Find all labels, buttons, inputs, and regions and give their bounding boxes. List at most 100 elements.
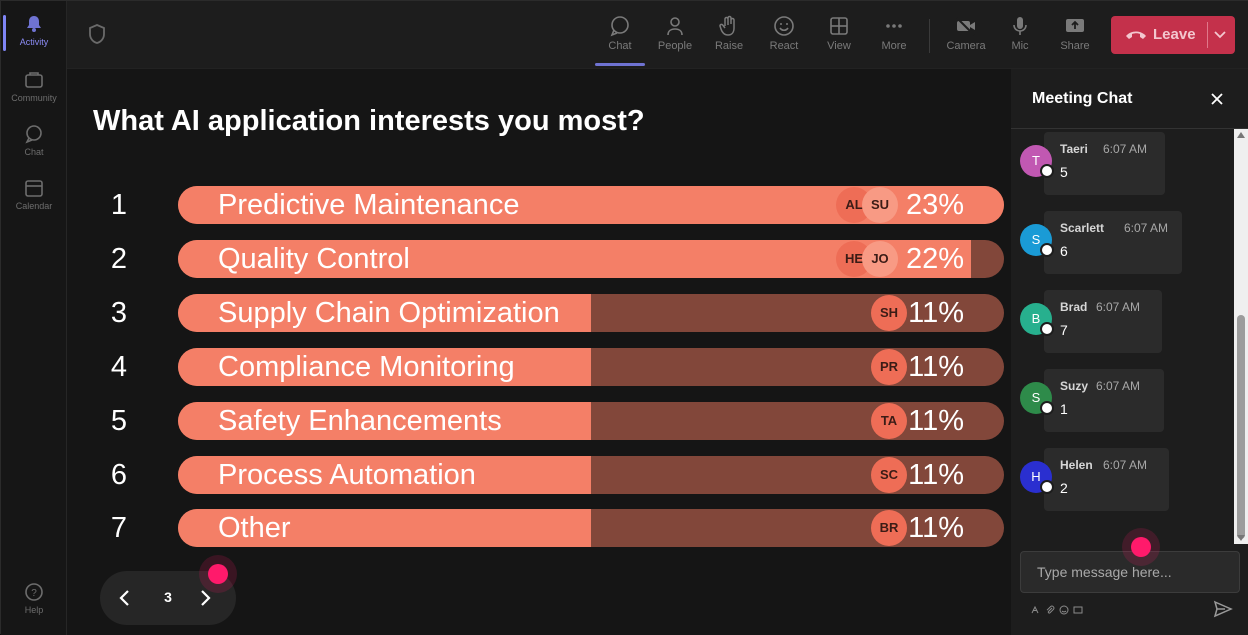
poll-stage: What AI application interests you most? … — [67, 69, 1011, 635]
leave-button[interactable]: Leave — [1111, 16, 1235, 54]
poll-option-row: 2 Quality Control HE JO 22% — [67, 240, 1011, 278]
result-bar: Predictive Maintenance AL SU 23% — [178, 186, 1004, 224]
mic-button[interactable]: Mic — [993, 9, 1047, 65]
sender-name: Helen — [1060, 458, 1093, 472]
more-button[interactable]: More — [867, 9, 921, 65]
chat-button[interactable]: Chat — [593, 9, 647, 66]
voter-avatar: SH — [871, 295, 907, 331]
camera-button[interactable]: Camera — [939, 9, 993, 65]
avatar: S — [1020, 382, 1054, 415]
scroll-thumb[interactable] — [1237, 315, 1245, 539]
smiley-icon — [774, 16, 794, 36]
rail-item-community[interactable]: Community — [1, 63, 67, 117]
chevron-down-icon[interactable] — [1214, 31, 1226, 39]
rail-label-activity: Activity — [19, 37, 49, 47]
close-icon[interactable] — [1207, 89, 1227, 109]
chevron-left-icon[interactable] — [112, 585, 138, 611]
view-button[interactable]: View — [812, 9, 866, 65]
rail-item-chat[interactable]: Chat — [1, 117, 67, 171]
format-icon[interactable] — [1031, 605, 1041, 615]
calendar-icon — [25, 180, 43, 197]
avatar: S — [1020, 224, 1054, 257]
chat-message[interactable]: S Suzy 6:07 AM 1 — [1020, 369, 1164, 432]
message-time: 6:07 AM — [1096, 300, 1141, 314]
chat-message[interactable]: T Taeri 6:07 AM 5 — [1020, 132, 1165, 195]
share-button[interactable]: Share — [1048, 9, 1102, 65]
hang-up-icon — [1126, 31, 1146, 39]
message-time: 6:07 AM — [1103, 458, 1148, 472]
result-bar: Compliance Monitoring PR 11% — [178, 348, 1004, 386]
option-percent: 23% — [905, 189, 964, 221]
result-bar-fill — [178, 456, 591, 494]
voter-avatar: JO — [862, 241, 898, 277]
option-label: Safety Enhancements — [218, 405, 502, 437]
chat-button-label: Chat — [608, 40, 632, 52]
help-icon: ? — [25, 583, 43, 601]
option-label: Other — [218, 512, 291, 544]
message-text: 2 — [1060, 480, 1068, 496]
scroll-down-arrow[interactable] — [1237, 535, 1245, 541]
option-number: 5 — [110, 405, 128, 437]
grid-icon — [830, 17, 848, 35]
voter-avatar: PR — [871, 349, 907, 385]
sender-name: Scarlett — [1060, 221, 1105, 235]
emoji-icon[interactable] — [1059, 605, 1069, 615]
poll-option-row: 4 Compliance Monitoring PR 11% — [67, 348, 1011, 386]
gif-icon[interactable] — [1073, 605, 1083, 615]
rail-label-calendar: Calendar — [15, 201, 53, 211]
result-bar-fill — [178, 509, 591, 547]
result-bar: Quality Control HE JO 22% — [178, 240, 1004, 278]
react-button[interactable]: React — [757, 9, 811, 65]
people-button-label: People — [657, 40, 693, 52]
voter-avatar: SU — [862, 187, 898, 223]
result-bar-fill — [178, 294, 591, 332]
result-bar-fill — [178, 402, 591, 440]
leave-divider — [1207, 22, 1208, 48]
rail-item-calendar[interactable]: Calendar — [1, 171, 67, 225]
attach-icon[interactable] — [1045, 605, 1055, 615]
option-percent: 11% — [908, 297, 964, 329]
shield-icon[interactable] — [87, 23, 107, 45]
message-text: 7 — [1060, 322, 1068, 338]
sender-name: Taeri — [1060, 142, 1088, 156]
rail-item-help[interactable]: ? Help — [1, 575, 67, 629]
result-bar: Other BR 11% — [178, 509, 1004, 547]
scroll-up-arrow[interactable] — [1237, 132, 1245, 138]
toolbar-divider — [929, 19, 930, 53]
option-percent: 11% — [908, 512, 964, 544]
avatar: H — [1020, 461, 1054, 494]
rail-item-activity[interactable]: Activity — [1, 7, 67, 61]
rail-label-community: Community — [11, 93, 57, 103]
share-button-label: Share — [1060, 40, 1090, 52]
option-label: Compliance Monitoring — [218, 351, 515, 383]
option-label: Process Automation — [218, 459, 476, 491]
option-number: 7 — [110, 512, 128, 544]
option-label: Predictive Maintenance — [218, 189, 520, 221]
message-text: 1 — [1060, 401, 1068, 417]
chat-icon — [25, 125, 42, 144]
chevron-right-icon[interactable] — [192, 585, 218, 611]
chat-message[interactable]: S Scarlett 6:07 AM 6 — [1020, 211, 1182, 274]
leave-button-label: Leave — [1153, 26, 1196, 43]
camera-off-icon — [956, 17, 975, 36]
chat-divider — [1011, 128, 1248, 129]
option-percent: 11% — [908, 405, 964, 437]
send-icon[interactable] — [1213, 599, 1233, 619]
result-bar: Process Automation SC 11% — [178, 456, 1004, 494]
cursor-indicator — [208, 564, 228, 584]
chat-message[interactable]: H Helen 6:07 AM 2 — [1020, 448, 1169, 511]
bell-icon — [27, 16, 41, 32]
option-number: 3 — [110, 297, 128, 329]
cursor-indicator-chat — [1131, 537, 1151, 557]
option-number: 2 — [110, 243, 128, 275]
chat-message[interactable]: B Brad 6:07 AM 7 — [1020, 290, 1162, 353]
result-bar-fill — [178, 348, 591, 386]
view-button-label: View — [827, 40, 851, 52]
more-dots-icon — [886, 24, 902, 28]
chat-message-input[interactable] — [1020, 551, 1240, 593]
raise-hand-button[interactable]: Raise — [702, 9, 756, 65]
option-number: 6 — [110, 459, 128, 491]
chat-scrollbar[interactable] — [1234, 129, 1248, 544]
people-button[interactable]: People — [648, 9, 702, 65]
svg-text:?: ? — [31, 588, 37, 599]
